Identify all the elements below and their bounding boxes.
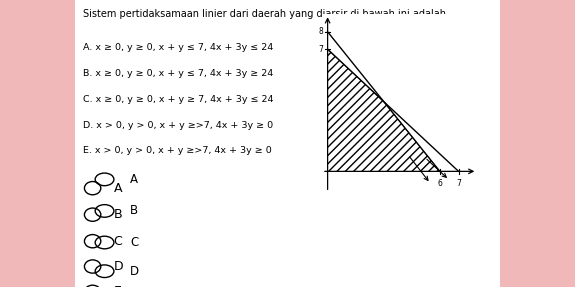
Text: D. x > 0, y > 0, x + y ≥>7, 4x + 3y ≥ 0: D. x > 0, y > 0, x + y ≥>7, 4x + 3y ≥ 0 [83, 121, 273, 129]
Text: 6: 6 [438, 179, 442, 188]
Text: A. x ≥ 0, y ≥ 0, x + y ≤ 7, 4x + 3y ≤ 24: A. x ≥ 0, y ≥ 0, x + y ≤ 7, 4x + 3y ≤ 24 [83, 43, 274, 52]
Text: E. x > 0, y > 0, x + y ≥>7, 4x + 3y ≥ 0: E. x > 0, y > 0, x + y ≥>7, 4x + 3y ≥ 0 [83, 146, 272, 155]
Text: B: B [130, 204, 138, 218]
Text: 8: 8 [318, 27, 323, 36]
Text: C: C [113, 235, 122, 248]
Text: C. x ≥ 0, y ≥ 0, x + y ≥ 7, 4x + 3y ≤ 24: C. x ≥ 0, y ≥ 0, x + y ≥ 7, 4x + 3y ≤ 24 [83, 95, 274, 104]
Text: 7: 7 [456, 179, 461, 188]
Text: C: C [130, 236, 139, 249]
Text: Sistem pertidaksamaan linier dari daerah yang diarsir di bawah ini adalah ...: Sistem pertidaksamaan linier dari daerah… [83, 9, 458, 19]
Text: D: D [113, 260, 123, 273]
Text: A: A [130, 173, 138, 186]
Text: E: E [113, 285, 121, 287]
Text: 7: 7 [318, 45, 323, 54]
Text: B. x ≥ 0, y ≥ 0, x + y ≤ 7, 4x + 3y ≥ 24: B. x ≥ 0, y ≥ 0, x + y ≤ 7, 4x + 3y ≥ 24 [83, 69, 274, 78]
Polygon shape [328, 49, 440, 171]
Text: A: A [113, 182, 122, 195]
Text: B: B [113, 208, 122, 221]
Text: D: D [130, 265, 139, 278]
